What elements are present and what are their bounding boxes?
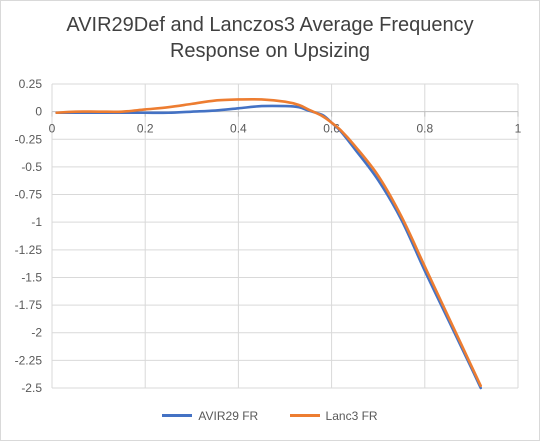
y-tick-label: -2 — [31, 326, 42, 340]
chart-title: AVIR29Def and Lanczos3 Average Frequency… — [0, 12, 540, 64]
legend-swatch-lanc3 — [289, 414, 320, 417]
legend-label-lanc3: Lanc3 FR — [325, 408, 378, 423]
y-tick-label: -1 — [31, 215, 42, 229]
legend-swatch-avir29 — [162, 414, 193, 417]
legend-item-lanc3: Lanc3 FR — [289, 408, 378, 423]
y-tick-label: 0 — [35, 105, 42, 119]
y-tick-label: -1.75 — [15, 298, 43, 312]
x-tick-label: 0.2 — [137, 122, 154, 136]
x-tick-label: 1 — [515, 122, 522, 136]
y-tick-label: -2.25 — [15, 353, 43, 367]
y-tick-label: -1.5 — [21, 270, 42, 284]
y-tick-label: -0.75 — [15, 188, 43, 202]
x-tick-label: 0.8 — [416, 122, 433, 136]
legend-label-avir29: AVIR29 FR — [198, 408, 259, 423]
y-tick-label: -1.25 — [15, 243, 43, 257]
y-tick-label: -0.25 — [15, 132, 43, 146]
legend: AVIR29 FR Lanc3 FR — [0, 406, 540, 423]
y-tick-label: -2.5 — [21, 381, 42, 395]
series-line-avir29 — [55, 104, 483, 390]
x-tick-label: 0.4 — [230, 122, 247, 136]
series-line-lanc3 — [55, 97, 483, 388]
chart-title-line-2: Response on Upsizing — [169, 40, 371, 62]
x-tick-label: 0 — [49, 122, 56, 136]
legend-item-avir29: AVIR29 FR — [162, 409, 258, 423]
y-tick-label: -0.5 — [21, 160, 42, 174]
y-tick-label: 0.25 — [19, 77, 43, 91]
chart-title-line-1: AVIR29Def and Lanczos3 Average Frequency — [66, 14, 474, 36]
